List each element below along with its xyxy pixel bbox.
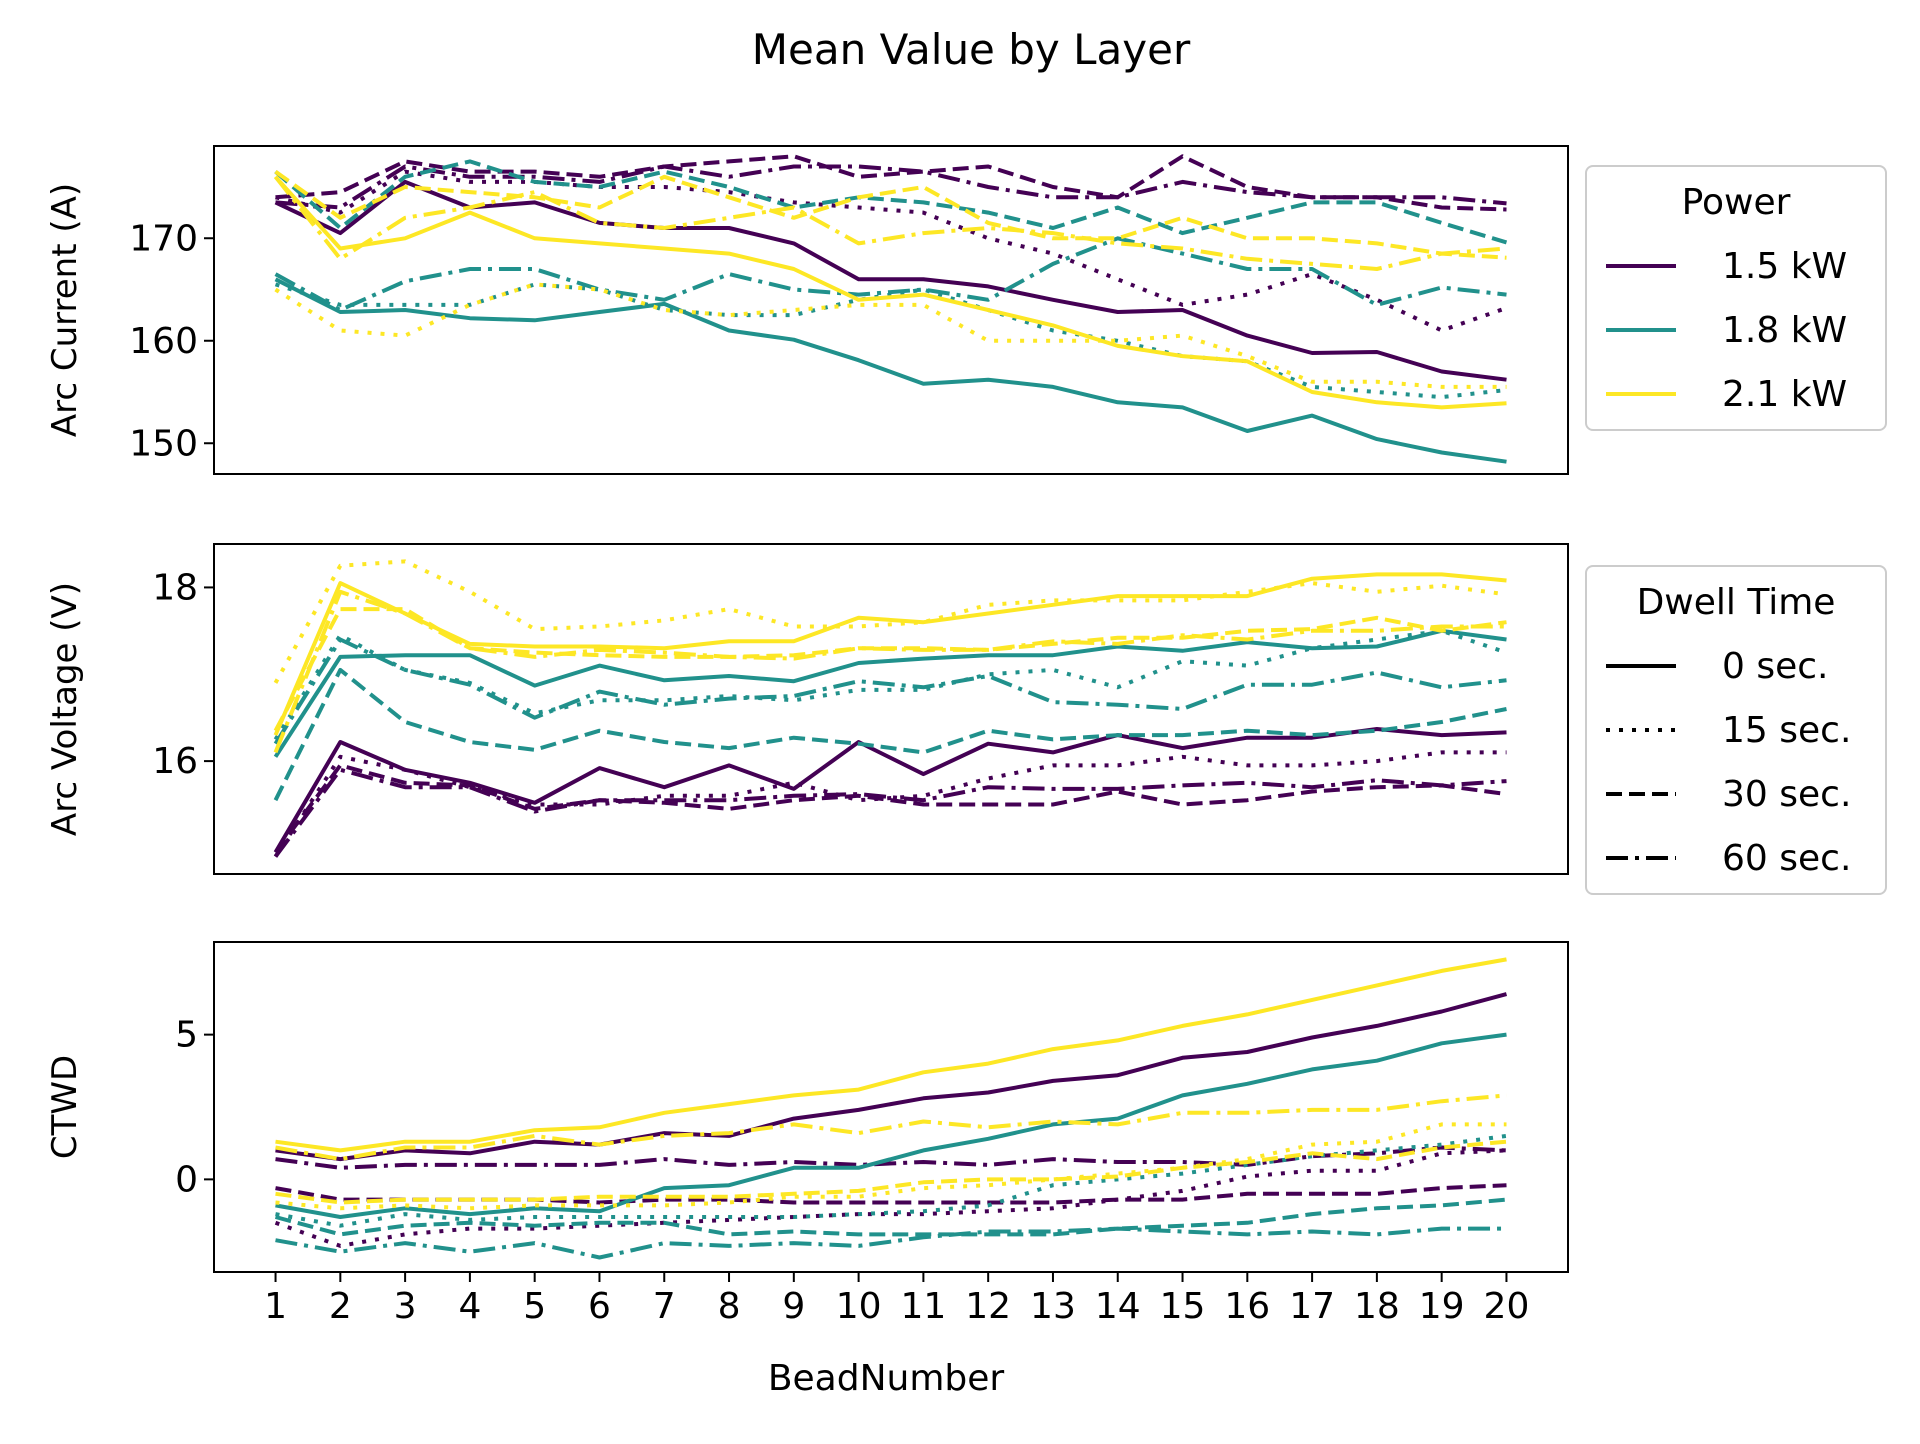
legend-power-label: 2.1 kW	[1722, 374, 1847, 415]
series-line	[274, 175, 1507, 410]
series-line	[275, 1032, 1507, 1219]
series-line	[274, 169, 1507, 260]
panel-1: 150 160 170 Arc Current (A)	[45, 145, 1569, 475]
x-tick-label: 14	[1095, 1286, 1141, 1327]
y-axis-label: CTWD	[45, 1055, 85, 1159]
series-line	[275, 1093, 1507, 1162]
series-line	[273, 572, 1507, 736]
x-tick-label: 17	[1289, 1286, 1335, 1327]
legend-power-frame	[1585, 165, 1887, 431]
legend-power-title: Power	[1682, 182, 1791, 223]
legend-dwell-title: Dwell Time	[1637, 582, 1836, 623]
y-tick-label: 170	[129, 218, 198, 259]
series-line	[275, 1226, 1507, 1260]
x-tick-label: 2	[329, 1286, 352, 1327]
panel-series	[273, 154, 1508, 464]
series-line	[275, 164, 1507, 210]
panel-frame	[213, 145, 1569, 475]
series-line	[273, 767, 1507, 858]
x-tick-label: 13	[1030, 1286, 1076, 1327]
x-tick-label: 4	[458, 1286, 481, 1327]
legend-power: Power 1.5 kW 1.8 kW 2.1 kW	[1585, 165, 1887, 431]
y-tick-label: 150	[129, 423, 198, 464]
panel-frame	[213, 543, 1569, 875]
series-line	[275, 957, 1507, 1153]
x-tick-label: 3	[394, 1286, 417, 1327]
x-tick-label: 15	[1160, 1286, 1206, 1327]
panels: 150 160 170 Arc Current (A) 16 18 Arc Voltage …	[45, 145, 1569, 1273]
series-line	[273, 589, 1507, 754]
legend-dwell: Dwell Time 0 sec. 15 sec. 30 sec. 60 sec.	[1585, 565, 1887, 895]
legend-dwell-label: 0 sec.	[1722, 646, 1829, 687]
legend-dwell-label: 60 sec.	[1722, 838, 1851, 879]
x-axis-label: BeadNumber	[768, 1358, 1005, 1399]
series-line	[275, 1122, 1507, 1211]
series-line	[273, 667, 1507, 802]
y-axis-label: Arc Voltage (V)	[45, 582, 85, 836]
legend-power-label: 1.5 kW	[1722, 246, 1847, 287]
panel-frame	[213, 941, 1569, 1273]
panel-2: 16 18 Arc Voltage (V)	[45, 543, 1569, 875]
chart-title: Mean Value by Layer	[752, 25, 1191, 74]
panel-series	[273, 559, 1508, 858]
series-line	[273, 763, 1507, 854]
y-tick-label: 5	[175, 1015, 198, 1056]
series-line	[273, 175, 1507, 271]
x-tick-label: 9	[782, 1286, 805, 1327]
y-tick-label: 160	[129, 321, 198, 362]
series-line	[275, 992, 1508, 1162]
series-line	[275, 1145, 1507, 1170]
x-tick-label: 18	[1354, 1286, 1400, 1327]
series-line	[274, 277, 1507, 464]
panel-3: 0 5 CTWD	[45, 941, 1569, 1273]
series-line	[274, 1197, 1507, 1237]
series-line	[274, 159, 1508, 245]
series-line	[274, 1148, 1507, 1248]
x-tick-label: 5	[523, 1286, 546, 1327]
series-line	[273, 628, 1507, 758]
x-tick-label: 11	[900, 1286, 946, 1327]
series-line	[274, 236, 1507, 312]
series-line	[273, 727, 1507, 854]
legend-dwell-frame	[1585, 565, 1887, 895]
series-line	[273, 559, 1507, 684]
y-axis-label: Arc Current (A)	[45, 183, 85, 437]
y-tick-label: 18	[152, 567, 198, 608]
x-tick-label: 1	[264, 1286, 287, 1327]
x-tick-label: 6	[588, 1286, 611, 1327]
series-line	[273, 637, 1507, 745]
legend-dwell-label: 30 sec.	[1722, 774, 1851, 815]
y-tick-label: 16	[152, 741, 198, 782]
x-tick-label: 12	[965, 1286, 1011, 1327]
x-tick-label: 10	[836, 1286, 882, 1327]
x-tick-label: 20	[1484, 1286, 1530, 1327]
panel-series	[274, 957, 1508, 1260]
x-tick-label: 8	[718, 1286, 741, 1327]
series-line	[275, 1183, 1507, 1205]
legend-power-label: 1.8 kW	[1722, 310, 1847, 351]
legend-dwell-label: 15 sec.	[1722, 710, 1851, 751]
y-tick-label: 0	[175, 1159, 198, 1200]
x-axis-ticks: 1 2 3 4 5 6 7 8 9 10 11 12 13 14 15 16 17 18 19 20	[264, 1272, 1529, 1327]
series-line	[274, 282, 1507, 389]
x-tick-label: 16	[1224, 1286, 1270, 1327]
x-tick-label: 19	[1419, 1286, 1465, 1327]
x-tick-label: 7	[653, 1286, 676, 1327]
